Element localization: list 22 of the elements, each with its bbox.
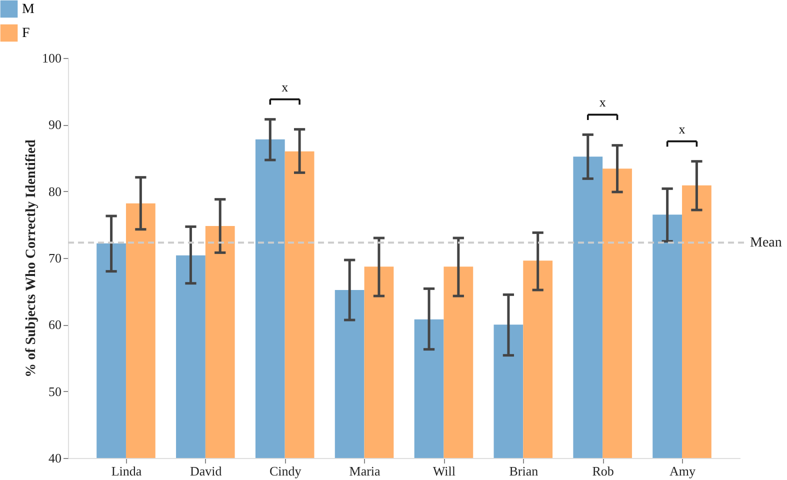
legend-label: F <box>22 26 30 41</box>
x-tick-label: Rob <box>592 464 614 478</box>
y-tick-label: 80 <box>48 184 62 199</box>
y-tick-label: 100 <box>42 50 62 66</box>
y-tick-label: 50 <box>48 384 62 399</box>
x-tick-label: Cindy <box>269 464 302 478</box>
y-tick-label: 70 <box>48 250 62 266</box>
x-tick-label: Will <box>432 464 456 478</box>
y-tick-label: 40 <box>48 450 62 466</box>
annotation: x <box>678 121 686 136</box>
x-tick-label: Amy <box>670 464 696 478</box>
annotation: x <box>599 94 606 110</box>
ref-line-label: Mean <box>750 236 782 251</box>
x-tick-label: David <box>190 464 222 478</box>
x-tick-label: Linda <box>111 464 142 478</box>
y-tick-label: 90 <box>48 117 62 132</box>
x-tick-label: Brian <box>509 464 539 478</box>
legend-label: M <box>22 2 35 17</box>
x-tick-label: Maria <box>349 464 381 478</box>
y-tick-label: 60 <box>48 317 62 332</box>
annotation: x <box>282 79 289 94</box>
y-axis-title: % of Subjects Who Correctly Identified <box>24 139 39 378</box>
